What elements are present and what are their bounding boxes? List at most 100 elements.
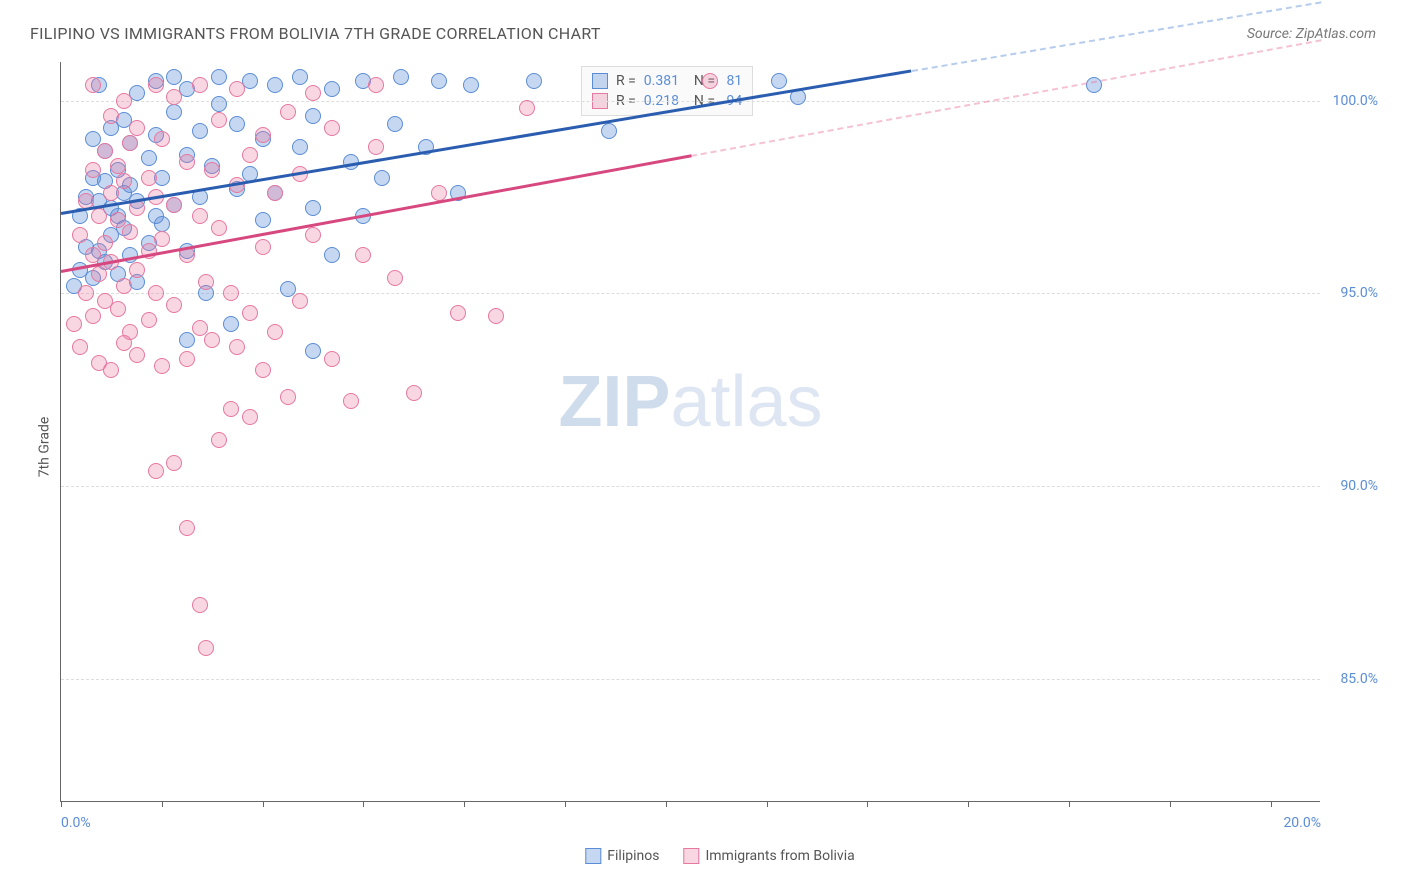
scatter-point (324, 81, 340, 97)
scatter-point (374, 170, 390, 186)
scatter-point (242, 305, 258, 321)
scatter-point (122, 324, 138, 340)
watermark-light: atlas (670, 362, 822, 442)
gridline (61, 486, 1320, 487)
scatter-point (141, 312, 157, 328)
legend-label-bolivia: Immigrants from Bolivia (705, 848, 854, 864)
scatter-point (192, 597, 208, 613)
y-tick-label: 85.0% (1340, 671, 1378, 687)
scatter-point (66, 316, 82, 332)
scatter-point (393, 69, 409, 85)
scatter-point (204, 332, 220, 348)
scatter-point (488, 308, 504, 324)
scatter-point (229, 116, 245, 132)
legend-label-filipinos: Filipinos (607, 848, 659, 864)
scatter-point (78, 285, 94, 301)
x-tick-label: 0.0% (61, 815, 91, 831)
scatter-point (267, 185, 283, 201)
scatter-point (355, 247, 371, 263)
y-tick-label: 100.0% (1333, 93, 1378, 109)
scatter-point (179, 351, 195, 367)
scatter-point (116, 278, 132, 294)
chart-area: 7th Grade ZIPatlas R = 0.381 N = 81 R = … (60, 62, 1380, 832)
scatter-point (267, 77, 283, 93)
scatter-point (129, 200, 145, 216)
scatter-point (242, 147, 258, 163)
scatter-point (324, 120, 340, 136)
scatter-point (103, 362, 119, 378)
scatter-point (229, 81, 245, 97)
scatter-point (211, 432, 227, 448)
r-value-filipinos: 0.381 (644, 73, 679, 89)
scatter-point (292, 69, 308, 85)
watermark: ZIPatlas (558, 361, 822, 443)
scatter-point (141, 150, 157, 166)
scatter-point (198, 640, 214, 656)
corr-row-filipinos: R = 0.381 N = 81 (592, 71, 742, 91)
scatter-point (305, 108, 321, 124)
scatter-point (343, 393, 359, 409)
swatch-filipinos (592, 73, 608, 89)
scatter-point (368, 139, 384, 155)
scatter-point (198, 274, 214, 290)
scatter-point (223, 401, 239, 417)
x-tick (1069, 801, 1070, 807)
x-tick (867, 801, 868, 807)
scatter-point (280, 389, 296, 405)
scatter-point (368, 77, 384, 93)
y-tick-label: 90.0% (1340, 478, 1378, 494)
scatter-point (110, 158, 126, 174)
scatter-point (166, 455, 182, 471)
scatter-point (702, 73, 718, 89)
scatter-point (431, 73, 447, 89)
scatter-point (204, 162, 220, 178)
scatter-point (85, 162, 101, 178)
x-tick (1271, 801, 1272, 807)
x-tick (1170, 801, 1171, 807)
scatter-point (154, 216, 170, 232)
scatter-point (463, 77, 479, 93)
scatter-point (179, 332, 195, 348)
scatter-point (211, 220, 227, 236)
scatter-point (122, 224, 138, 240)
scatter-point (526, 73, 542, 89)
scatter-point (179, 520, 195, 536)
scatter-point (255, 127, 271, 143)
scatter-point (255, 239, 271, 255)
legend-item-bolivia: Immigrants from Bolivia (683, 848, 854, 864)
scatter-point (116, 173, 132, 189)
scatter-point (255, 362, 271, 378)
scatter-point (148, 463, 164, 479)
scatter-point (601, 123, 617, 139)
y-axis-label: 7th Grade (36, 417, 52, 478)
scatter-point (85, 247, 101, 263)
scatter-point (229, 339, 245, 355)
gridline (61, 679, 1320, 680)
scatter-point (166, 297, 182, 313)
watermark-bold: ZIP (558, 362, 670, 442)
scatter-point (324, 247, 340, 263)
scatter-point (154, 358, 170, 374)
x-tick (968, 801, 969, 807)
scatter-point (255, 212, 271, 228)
scatter-point (97, 235, 113, 251)
scatter-point (141, 170, 157, 186)
scatter-point (129, 262, 145, 278)
scatter-point (166, 104, 182, 120)
scatter-point (72, 227, 88, 243)
scatter-point (305, 343, 321, 359)
scatter-point (223, 316, 239, 332)
scatter-point (305, 227, 321, 243)
scatter-point (129, 120, 145, 136)
scatter-point (148, 77, 164, 93)
x-tick (666, 801, 667, 807)
scatter-point (154, 131, 170, 147)
scatter-point (179, 154, 195, 170)
scatter-point (292, 293, 308, 309)
x-tick (363, 801, 364, 807)
series-legend: Filipinos Immigrants from Bolivia (585, 848, 854, 864)
x-tick (61, 801, 62, 807)
scatter-point (223, 285, 239, 301)
n-value-filipinos: 81 (723, 73, 742, 89)
scatter-point (122, 135, 138, 151)
